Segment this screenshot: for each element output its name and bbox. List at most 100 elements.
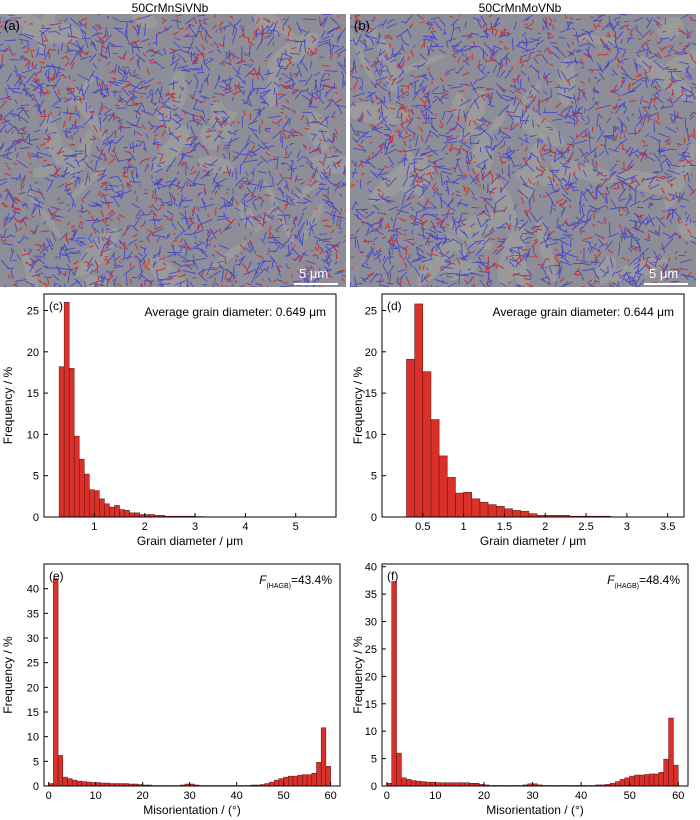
x-tick-label: 10 xyxy=(90,790,102,802)
y-tick-label: 25 xyxy=(365,306,377,318)
histogram-bar xyxy=(129,512,135,518)
histogram-e: 0 10 20 30 40 50 60 0 5 10 15 20 25 30 35 40 Misorientat… xyxy=(0,560,350,818)
column-title-left: 50CrMnSiVNb xyxy=(131,1,209,15)
histogram-bar xyxy=(438,455,448,518)
y-axis-label: Frequency / % xyxy=(351,366,365,444)
coarse-grain xyxy=(656,16,684,40)
x-tick-label: 60 xyxy=(324,790,336,802)
y-tick-label: 20 xyxy=(365,347,377,359)
x-tick-label: 50 xyxy=(277,790,289,802)
y-tick-label: 15 xyxy=(27,388,39,400)
histogram-bar xyxy=(76,780,82,787)
histogram-bar xyxy=(63,302,70,518)
y-tick-label: 25 xyxy=(27,306,39,318)
y-tick-label: 15 xyxy=(365,699,377,711)
y-tick-label: 35 xyxy=(27,608,39,620)
y-tick-label: 0 xyxy=(33,781,39,793)
histogram-bar xyxy=(401,777,407,787)
histogram-bar xyxy=(639,774,645,787)
panel-letter: (d) xyxy=(387,299,402,313)
histogram-bar xyxy=(430,419,440,518)
coarse-grain xyxy=(460,211,508,235)
histogram-bar xyxy=(73,435,80,518)
histogram-bar xyxy=(58,366,65,518)
y-tick-label: 40 xyxy=(27,584,39,596)
x-tick-label: 40 xyxy=(575,790,587,802)
histogram-bar xyxy=(278,778,284,787)
histogram-bar xyxy=(84,473,90,518)
coarse-grain xyxy=(69,129,94,184)
y-tick-label: 15 xyxy=(27,707,39,719)
x-tick-label: 20 xyxy=(478,790,490,802)
panel-letter: (a) xyxy=(4,18,20,33)
y-axis-label: Frequency / % xyxy=(351,636,365,714)
y-tick-label: 30 xyxy=(27,633,39,645)
histogram-c: 1 2 3 4 5 0 5 10 15 20 25 Grain diameter / μm Freque… xyxy=(0,290,350,548)
plot-frame xyxy=(381,293,685,518)
histogram-bar xyxy=(86,781,92,787)
y-tick-label: 0 xyxy=(371,512,377,524)
histogram-bar xyxy=(114,505,120,518)
y-tick-label: 40 xyxy=(365,562,377,574)
histogram-bar xyxy=(297,774,303,787)
x-tick-label: 50 xyxy=(624,790,636,802)
coarse-grain xyxy=(200,126,220,151)
histogram-bar xyxy=(479,501,489,518)
histogram-bar xyxy=(288,775,294,787)
histogram-bar xyxy=(663,758,669,787)
histogram-bar xyxy=(673,764,679,787)
x-tick-label: 0 xyxy=(46,790,52,802)
y-tick-label: 10 xyxy=(365,429,377,441)
histogram-bar xyxy=(68,368,75,518)
coarse-grain xyxy=(146,256,190,287)
x-tick-label: 4 xyxy=(242,521,248,533)
x-tick-label: 3 xyxy=(624,521,630,533)
x-tick-label: 1 xyxy=(461,521,467,533)
coarse-grain xyxy=(238,200,256,229)
histogram-bar xyxy=(420,781,426,787)
histogram-bar xyxy=(396,752,402,787)
coarse-grain xyxy=(519,82,542,106)
coarse-grain xyxy=(391,53,447,76)
x-tick-label: 60 xyxy=(672,790,684,802)
histogram-bar xyxy=(273,779,280,787)
histogram-bar xyxy=(302,774,308,787)
histogram-bar xyxy=(391,581,397,787)
x-tick-label: 3.5 xyxy=(660,521,675,533)
lagb-boundaries xyxy=(350,14,696,287)
x-tick-label: 30 xyxy=(184,790,196,802)
histogram-bar xyxy=(504,508,513,518)
histogram-bar xyxy=(320,727,327,787)
histogram-bar xyxy=(406,779,412,787)
coarse-grain xyxy=(406,147,424,202)
histogram-bar xyxy=(624,777,630,787)
coarse-grain xyxy=(365,26,377,46)
histogram-bar xyxy=(658,772,664,787)
y-axis-label: Frequency / % xyxy=(1,366,15,444)
histogram-bar xyxy=(422,371,432,518)
histogram-bar xyxy=(292,775,298,787)
histogram-bar xyxy=(78,458,85,518)
x-tick-label: 10 xyxy=(429,790,441,802)
histogram-bar xyxy=(119,509,125,518)
scale-bar-label: 5 μm xyxy=(299,266,328,281)
x-axis-label: Misorientation / (°) xyxy=(486,803,584,817)
x-tick-label: 2.5 xyxy=(578,521,593,533)
lagb-boundaries xyxy=(0,14,346,287)
histogram-bar xyxy=(425,781,431,787)
histogram-bar xyxy=(415,780,422,787)
coarse-grain xyxy=(637,56,696,103)
histogram-bar xyxy=(311,772,317,787)
coarse-grain xyxy=(520,143,541,201)
histogram-bar xyxy=(447,477,456,518)
histogram-bar xyxy=(463,491,473,518)
histogram-bar xyxy=(668,717,674,787)
average-grain-annotation: Average grain diameter: 0.649 μm xyxy=(145,305,326,319)
plot-frame xyxy=(43,293,337,518)
y-tick-label: 0 xyxy=(33,512,39,524)
histogram-bar xyxy=(325,766,331,787)
histogram-bar xyxy=(520,510,530,518)
coarse-grain xyxy=(489,175,517,227)
x-tick-label: 1 xyxy=(91,521,97,533)
y-axis-label: Frequency / % xyxy=(1,636,15,714)
